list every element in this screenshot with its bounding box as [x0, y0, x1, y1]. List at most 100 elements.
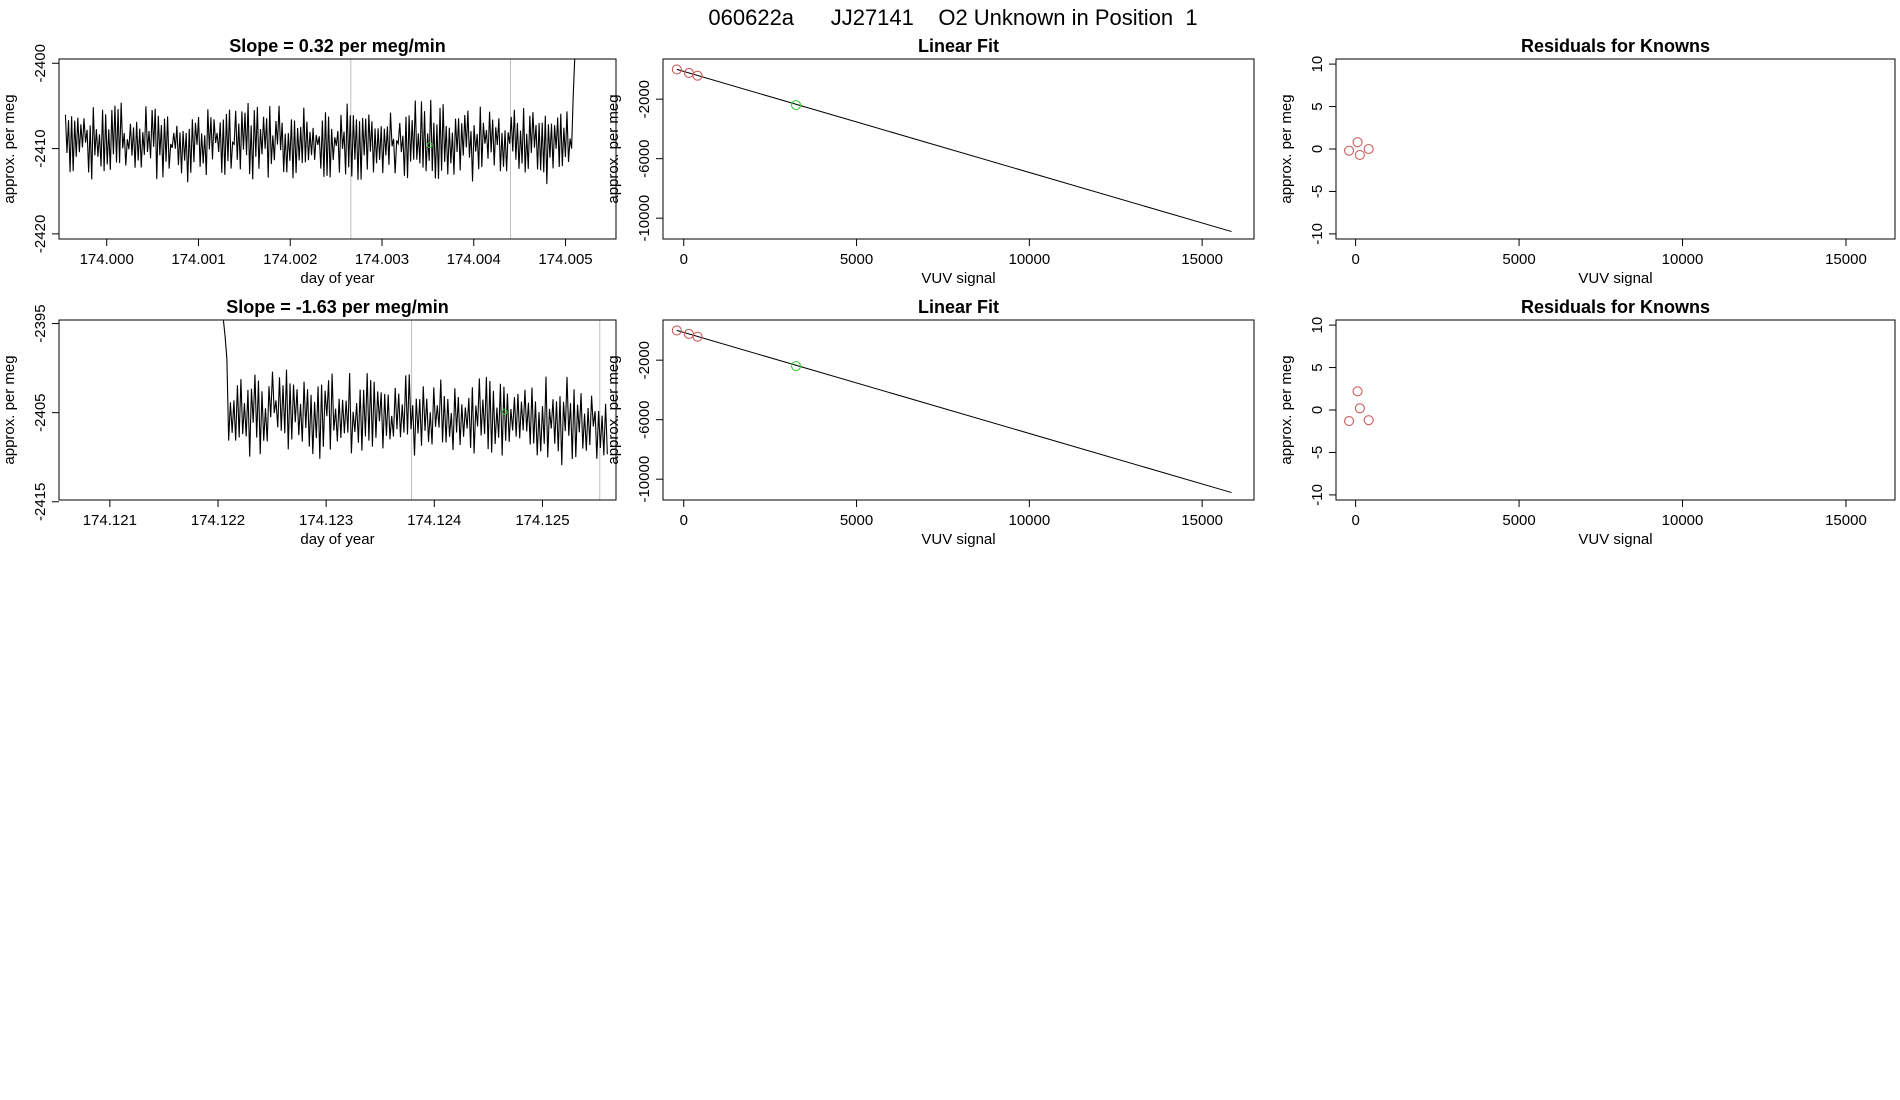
- y-axis-label: approx. per meg: [605, 355, 622, 464]
- panel-title: Residuals for Knowns: [1521, 36, 1710, 56]
- x-tick-label: 174.121: [83, 512, 137, 529]
- unknown-marker-point: [426, 142, 433, 149]
- panel-res1: Residuals for Knowns 0 5000 10000 15000 -10 -5…: [1278, 36, 1896, 287]
- known-point: [1352, 137, 1363, 148]
- y-tick-label: 0: [1309, 406, 1326, 414]
- y-tick-label: 10: [1309, 56, 1326, 73]
- plot-frame: [662, 58, 1255, 240]
- x-tick-label: 174.004: [447, 251, 501, 268]
- x-tick-label: 174.005: [538, 251, 592, 268]
- panel-fit1: Linear Fit 0 5000 10000 15000 -10000 -6000 -200…: [605, 36, 1255, 287]
- y-axis-label: approx. per meg: [1278, 355, 1295, 464]
- x-tick-label: 174.123: [299, 512, 353, 529]
- x-tick-label: 174.125: [515, 512, 569, 529]
- panel-ts1: Slope = 0.32 per meg/min 174.000 174.001 17…: [1, 36, 617, 287]
- y-tick-label: -5: [1309, 446, 1326, 459]
- y-tick-label: -2415: [32, 483, 49, 521]
- y-tick-label: -10000: [636, 456, 653, 503]
- time-series-line: [222, 320, 608, 466]
- x-axis-label: VUV signal: [921, 270, 995, 287]
- plot-area: [1344, 137, 1374, 160]
- panels-container: Slope = 0.32 per meg/min 174.000 174.001 17…: [1, 36, 1896, 548]
- y-axis-label: approx. per meg: [1, 355, 18, 464]
- y-tick-label: -2000: [636, 341, 653, 379]
- x-tick-label: 174.003: [355, 251, 409, 268]
- panel-res2: Residuals for Knowns 0 5000 10000 15000 -10 -5…: [1278, 297, 1896, 548]
- x-axis-label: VUV signal: [1578, 270, 1652, 287]
- x-tick-label: 174.001: [171, 251, 225, 268]
- fit-line: [676, 68, 1232, 233]
- y-tick-label: -5: [1309, 185, 1326, 198]
- plot-frame: [1335, 58, 1896, 240]
- plot-area: [64, 59, 576, 239]
- y-tick-label: -2420: [32, 215, 49, 253]
- known-point: [1344, 415, 1355, 427]
- x-tick-label: 15000: [1825, 512, 1867, 529]
- unknown-marker-point: [501, 408, 508, 415]
- plot-area: [671, 325, 1232, 494]
- x-axis-label: day of year: [300, 531, 374, 548]
- plot-area: [671, 64, 1232, 233]
- x-tick-label: 10000: [1008, 512, 1050, 529]
- x-axis-label: VUV signal: [1578, 531, 1652, 548]
- y-tick-label: -6000: [636, 400, 653, 438]
- x-tick-label: 5000: [1502, 251, 1535, 268]
- x-tick-label: 0: [680, 512, 688, 529]
- y-tick-label: -2410: [32, 129, 49, 167]
- unknown-point: [791, 100, 802, 111]
- y-tick-label: 5: [1309, 363, 1326, 371]
- x-tick-label: 0: [1351, 251, 1359, 268]
- plot-frame: [1335, 319, 1896, 501]
- x-tick-label: 174.124: [407, 512, 461, 529]
- panel-ts2: Slope = -1.63 per meg/min 174.121 174.122 1…: [1, 297, 617, 548]
- fit-line: [676, 329, 1232, 494]
- x-tick-label: 10000: [1662, 251, 1704, 268]
- x-axis-label: day of year: [300, 270, 374, 287]
- y-tick-label: -10: [1309, 223, 1326, 245]
- y-tick-label: -2000: [636, 80, 653, 118]
- x-tick-label: 15000: [1181, 251, 1223, 268]
- y-tick-label: -2400: [32, 44, 49, 82]
- known-point: [1354, 149, 1365, 160]
- y-tick-label: 5: [1309, 102, 1326, 110]
- x-tick-label: 5000: [840, 512, 873, 529]
- y-axis-label: approx. per meg: [1278, 94, 1295, 203]
- x-tick-label: 15000: [1181, 512, 1223, 529]
- y-axis-label: approx. per meg: [605, 94, 622, 203]
- x-tick-label: 174.000: [80, 251, 134, 268]
- panel-title: Slope = 0.32 per meg/min: [229, 36, 446, 56]
- x-tick-label: 174.002: [263, 251, 317, 268]
- y-tick-label: 0: [1309, 145, 1326, 153]
- known-point: [1354, 403, 1365, 414]
- x-axis-label: VUV signal: [921, 531, 995, 548]
- x-tick-label: 10000: [1008, 251, 1050, 268]
- known-point: [1344, 145, 1355, 156]
- x-tick-label: 0: [680, 251, 688, 268]
- panel-title: Residuals for Knowns: [1521, 297, 1710, 317]
- y-axis-label: approx. per meg: [1, 94, 18, 203]
- y-tick-label: -6000: [636, 139, 653, 177]
- panel-fit2: Linear Fit 0 5000 10000 15000 -10000 -6000 -200…: [605, 297, 1255, 548]
- panel-title: Linear Fit: [918, 36, 999, 56]
- plot-frame: [58, 319, 617, 501]
- plot-frame: [58, 58, 617, 240]
- known-point: [692, 331, 703, 342]
- y-tick-label: 10: [1309, 317, 1326, 334]
- y-tick-label: -2395: [32, 304, 49, 342]
- plot-area: [222, 320, 608, 500]
- x-tick-label: 5000: [840, 251, 873, 268]
- plot-area: [1344, 386, 1374, 427]
- known-point: [1363, 415, 1374, 426]
- x-tick-label: 15000: [1825, 251, 1867, 268]
- time-series-line: [64, 59, 576, 185]
- x-tick-label: 5000: [1502, 512, 1535, 529]
- panel-title: Linear Fit: [918, 297, 999, 317]
- x-tick-label: 0: [1351, 512, 1359, 529]
- known-point: [671, 64, 682, 75]
- x-tick-label: 174.122: [191, 512, 245, 529]
- y-tick-label: -10: [1309, 484, 1326, 506]
- known-point: [1363, 143, 1374, 155]
- y-tick-label: -2405: [32, 393, 49, 431]
- known-point: [671, 325, 682, 336]
